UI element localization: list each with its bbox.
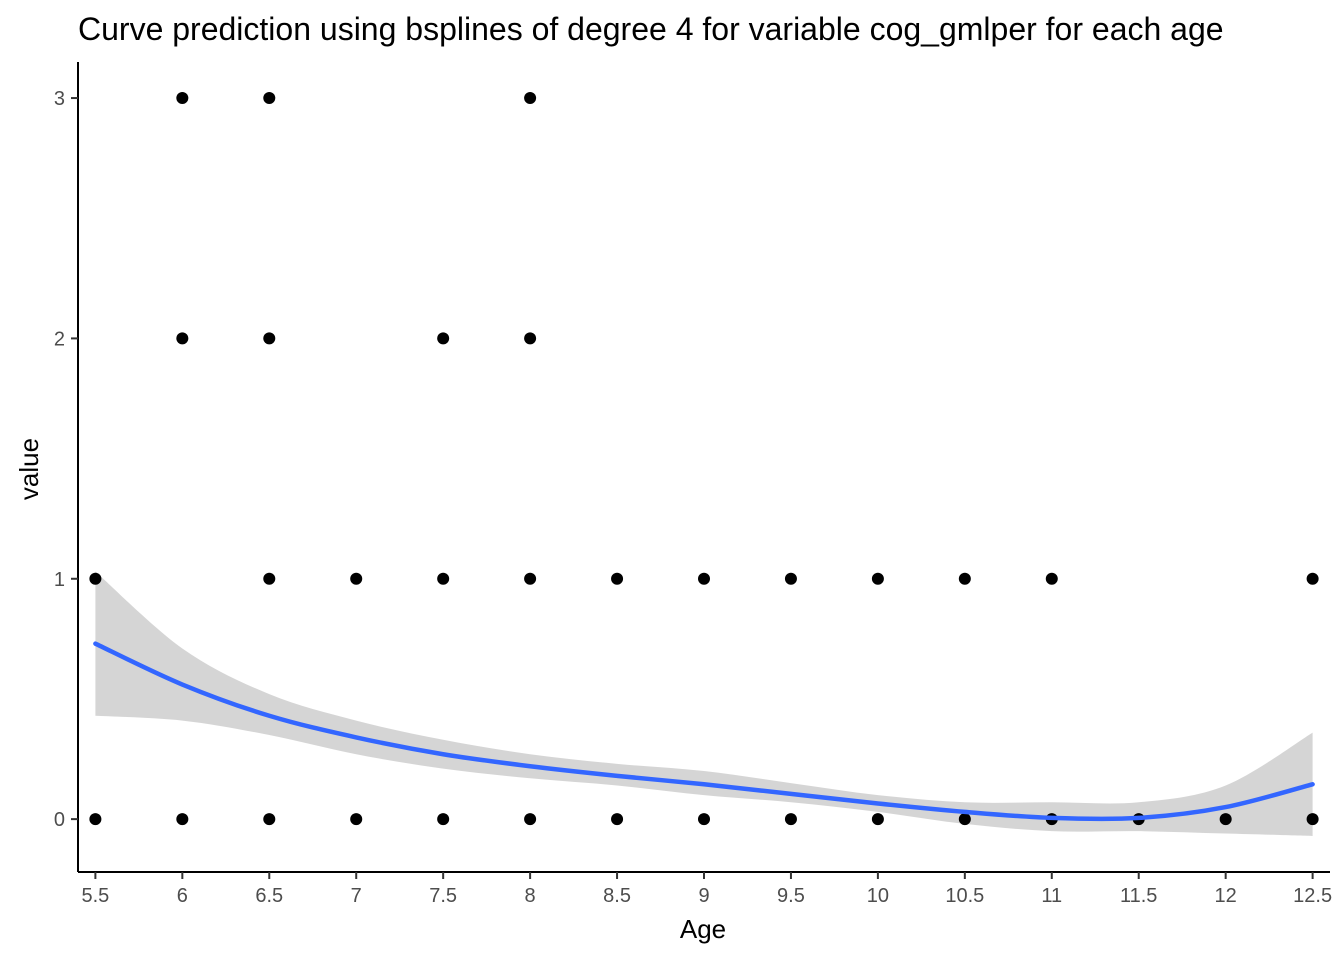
x-tick-label: 9: [698, 885, 709, 907]
data-point: [524, 332, 537, 345]
data-point: [89, 572, 102, 585]
y-tick-label: 1: [54, 569, 65, 591]
data-point: [1219, 813, 1232, 826]
x-tick-label: 6: [177, 885, 188, 907]
chart-title: Curve prediction using bsplines of degre…: [78, 11, 1224, 47]
data-point: [784, 813, 797, 826]
y-tick-label: 3: [54, 88, 65, 110]
data-point: [263, 572, 276, 585]
data-point: [524, 813, 537, 826]
data-point: [263, 813, 276, 826]
x-tick-label: 8: [525, 885, 536, 907]
x-tick-label: 8.5: [603, 885, 631, 907]
data-point: [350, 813, 363, 826]
data-point: [1306, 813, 1319, 826]
x-tick-label: 10: [867, 885, 889, 907]
data-point: [871, 813, 884, 826]
x-axis-label: Age: [680, 914, 726, 944]
data-point: [89, 813, 102, 826]
data-point: [784, 572, 797, 585]
x-tick-label: 9.5: [777, 885, 805, 907]
confidence-ribbon: [95, 571, 1313, 836]
x-tick-label: 7.5: [429, 885, 457, 907]
x-tick-label: 11: [1041, 885, 1062, 907]
data-point: [176, 332, 189, 345]
data-point: [437, 572, 450, 585]
data-point: [437, 332, 450, 345]
x-tick-label: 6.5: [255, 885, 283, 907]
data-point: [958, 813, 971, 826]
data-point: [176, 92, 189, 105]
x-tick-label: 12: [1215, 885, 1237, 907]
data-point: [1306, 572, 1319, 585]
x-tick-label: 12.5: [1293, 885, 1332, 907]
x-tick-label: 7: [351, 885, 362, 907]
y-tick-label: 2: [54, 328, 65, 350]
x-tick-label: 10.5: [945, 885, 984, 907]
data-point: [611, 572, 624, 585]
fit-line: [93, 641, 1315, 822]
data-point: [611, 813, 624, 826]
data-point: [350, 572, 363, 585]
data-point: [263, 92, 276, 105]
data-point: [524, 572, 537, 585]
y-tick-label: 0: [54, 809, 65, 831]
data-point: [263, 332, 276, 345]
data-point: [524, 92, 537, 105]
data-point: [871, 572, 884, 585]
data-point: [176, 813, 189, 826]
data-point: [698, 572, 710, 585]
data-point: [437, 813, 450, 826]
y-axis-label: value: [14, 438, 44, 500]
data-point: [1045, 572, 1058, 585]
x-tick-label: 5.5: [81, 885, 109, 907]
data-point: [958, 572, 971, 585]
x-tick-label: 11.5: [1120, 885, 1157, 907]
data-point: [698, 813, 710, 826]
